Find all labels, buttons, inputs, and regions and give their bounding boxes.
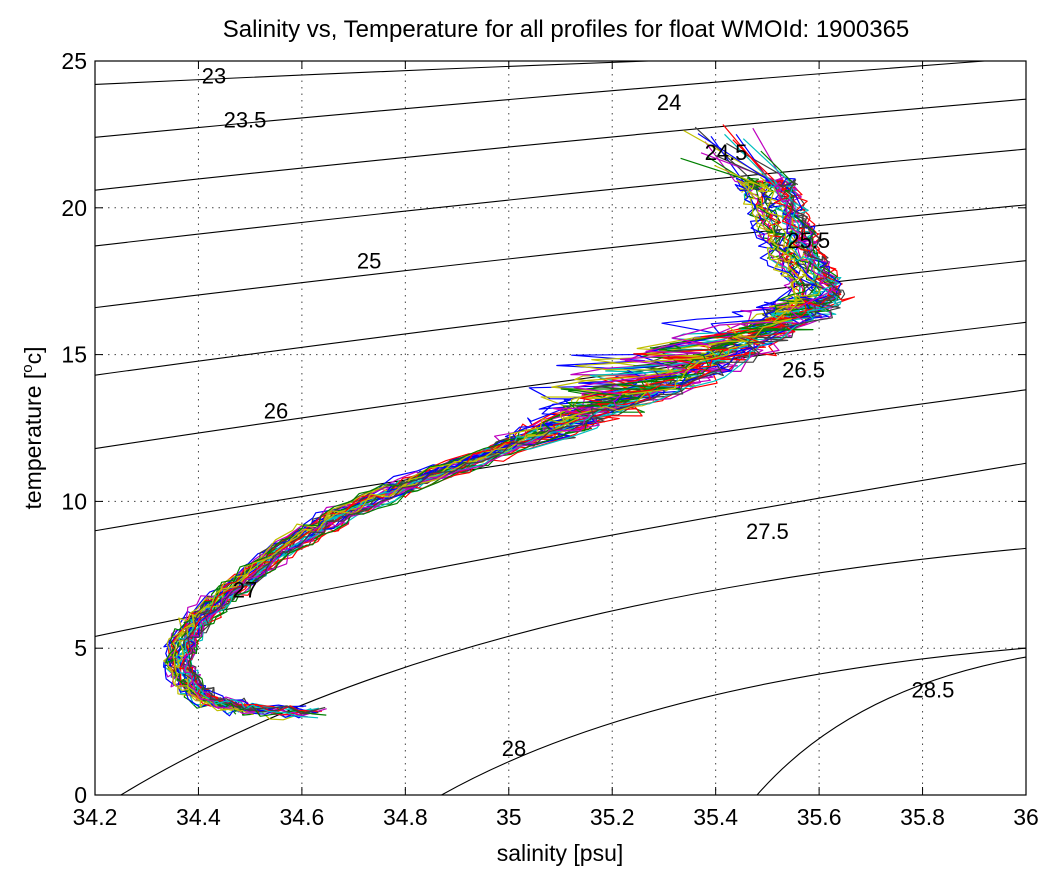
profile-line xyxy=(179,152,832,713)
plot-frame xyxy=(94,60,1027,796)
isopycnal-line xyxy=(95,98,1026,191)
isopycnal-line xyxy=(95,321,1026,450)
isopycnal-line xyxy=(95,204,1026,309)
contour-label: 25.5 xyxy=(787,228,830,253)
y-axis-label-unit: c] xyxy=(20,346,46,364)
profile-line xyxy=(183,181,834,714)
contour-label: 28 xyxy=(502,736,526,761)
contour-label: 28.5 xyxy=(911,677,954,702)
x-tick-label: 35.4 xyxy=(693,804,738,830)
contour-labels: 23 23.5 24 24.5 25 25.5 26 26.5 27 27.5 28 28.5 xyxy=(202,64,955,761)
profile-line xyxy=(172,181,805,713)
x-tick-label: 36 xyxy=(1013,804,1039,830)
isopycnal-line xyxy=(95,260,1026,376)
profile-line xyxy=(167,176,812,707)
x-tick-label: 34.6 xyxy=(280,804,325,830)
isopycnal-line xyxy=(756,656,1026,795)
isopycnal-line xyxy=(95,61,649,86)
isopycnal-line xyxy=(95,148,1026,247)
grid-lines xyxy=(95,61,1026,795)
profile-line xyxy=(163,179,806,711)
contour-label: 23.5 xyxy=(224,108,267,133)
profile-line xyxy=(185,142,846,712)
profile-line xyxy=(163,177,795,711)
y-tick-label: 0 xyxy=(74,782,87,808)
profile-line xyxy=(164,135,796,718)
x-tick-label: 34.2 xyxy=(73,804,118,830)
profile-line xyxy=(165,157,806,708)
y-axis-label-degree: o xyxy=(19,364,36,372)
y-tick-label: 15 xyxy=(61,342,87,368)
profile-line xyxy=(184,133,842,719)
isopycnal-contours xyxy=(95,61,1026,795)
isopycnal-line xyxy=(95,389,1026,532)
y-tick-label: 5 xyxy=(74,635,87,661)
contour-label: 26 xyxy=(264,398,288,423)
x-tick-label: 34.4 xyxy=(176,804,221,830)
y-axis-label-main: temperature [ xyxy=(20,372,46,509)
contour-label: 27 xyxy=(233,577,257,602)
contour-label: 26.5 xyxy=(782,357,825,382)
y-axis-label: temperature [oc] xyxy=(19,346,46,509)
isopycnal-line xyxy=(120,547,1026,795)
profile-line xyxy=(168,178,814,712)
y-tick-label: 25 xyxy=(61,48,87,74)
profile-line xyxy=(167,184,809,718)
isopycnal-line xyxy=(441,647,1026,795)
y-tick-label: 20 xyxy=(61,195,87,221)
isopycnal-line xyxy=(95,61,985,138)
contour-label: 24 xyxy=(657,90,681,115)
x-tick-label: 35 xyxy=(496,804,522,830)
profile-line xyxy=(187,179,842,714)
profile-lines xyxy=(163,124,855,721)
x-tick-label: 35.6 xyxy=(797,804,842,830)
isopycnal-line xyxy=(95,462,1026,637)
contour-label: 27.5 xyxy=(746,519,789,544)
axis-ticks: 34.2 34.4 34.6 34.8 35 35.2 35.4 35.6 35.8 36 0 5 10… xyxy=(61,48,1038,830)
x-tick-label: 35.8 xyxy=(900,804,945,830)
x-tick-label: 34.8 xyxy=(383,804,428,830)
contour-label: 24.5 xyxy=(705,140,748,165)
contour-label: 25 xyxy=(357,249,381,274)
profile-line xyxy=(189,138,842,714)
x-axis-label: salinity [psu] xyxy=(497,840,624,866)
profile-line xyxy=(175,133,827,719)
y-tick-label: 10 xyxy=(61,488,87,514)
chart-title: Salinity vs, Temperature for all profile… xyxy=(223,16,910,43)
contour-label: 23 xyxy=(202,64,226,89)
x-tick-label: 35.2 xyxy=(590,804,635,830)
